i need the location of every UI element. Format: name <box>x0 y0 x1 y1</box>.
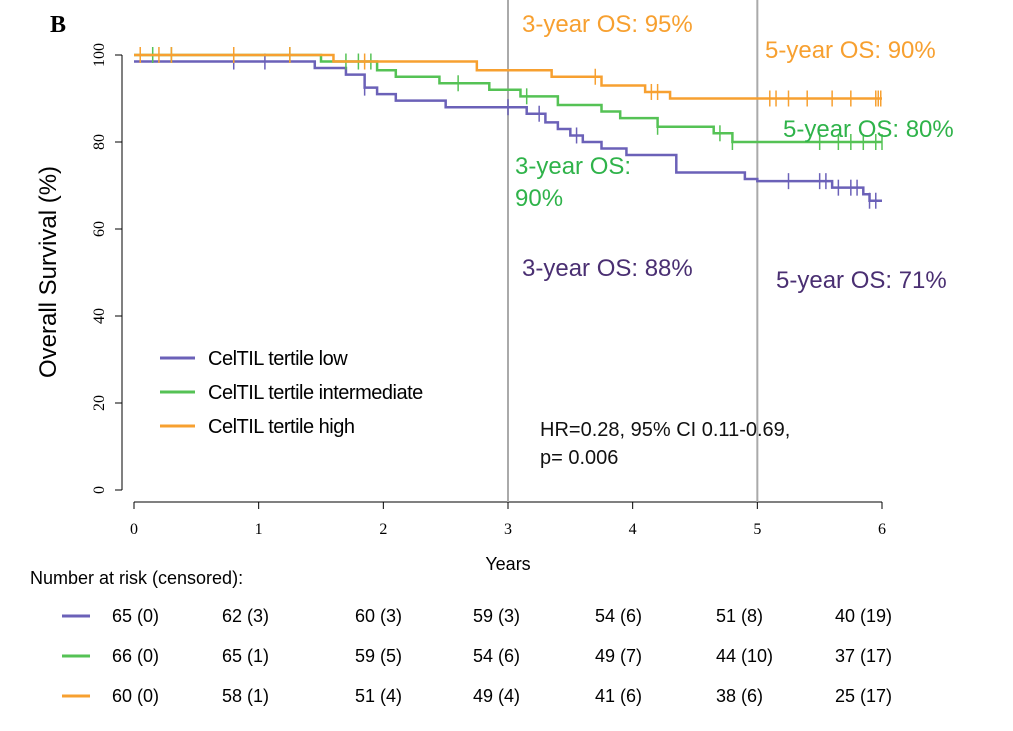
y-tick-label: 100 <box>91 43 108 67</box>
risk-table-title: Number at risk (censored): <box>30 568 243 588</box>
legend-label: CelTIL tertile low <box>208 348 348 370</box>
survival-curve <box>134 60 882 202</box>
x-tick-label: 3 <box>504 521 512 538</box>
y-tick-label: 80 <box>91 134 108 150</box>
risk-cell: 49 (7) <box>595 646 642 666</box>
risk-cell: 65 (1) <box>222 646 269 666</box>
risk-cell: 51 (8) <box>716 606 763 626</box>
risk-cell: 59 (5) <box>355 646 402 666</box>
risk-cell: 44 (10) <box>716 646 773 666</box>
annotation: 3-year OS: <box>515 153 631 180</box>
annotation: p= 0.006 <box>540 447 618 469</box>
x-tick-label: 2 <box>379 521 387 538</box>
x-tick-label: 5 <box>753 521 761 538</box>
risk-cell: 66 (0) <box>112 646 159 666</box>
annotation: 5-year OS: 90% <box>765 37 936 64</box>
x-tick-label: 0 <box>130 521 138 538</box>
y-tick-label: 60 <box>91 221 108 237</box>
x-tick-label: 4 <box>629 521 637 538</box>
x-tick-label: 6 <box>878 521 886 538</box>
y-tick-label: 40 <box>91 308 108 324</box>
risk-cell: 37 (17) <box>835 646 892 666</box>
risk-cell: 60 (3) <box>355 606 402 626</box>
legend-label: CelTIL tertile high <box>208 416 355 438</box>
risk-cell: 59 (3) <box>473 606 520 626</box>
y-tick-label: 0 <box>91 486 108 494</box>
risk-cell: 60 (0) <box>112 686 159 706</box>
x-axis-label: Years <box>485 554 530 574</box>
annotation: HR=0.28, 95% CI 0.11-0.69, <box>540 419 790 441</box>
annotation: 3-year OS: 95% <box>522 11 693 38</box>
risk-cell: 49 (4) <box>473 686 520 706</box>
legend-label: CelTIL tertile intermediate <box>208 382 423 404</box>
risk-cell: 25 (17) <box>835 686 892 706</box>
risk-cell: 41 (6) <box>595 686 642 706</box>
annotation: 3-year OS: 88% <box>522 255 693 282</box>
risk-cell: 65 (0) <box>112 606 159 626</box>
risk-cell: 40 (19) <box>835 606 892 626</box>
risk-cell: 62 (3) <box>222 606 269 626</box>
y-axis-label: Overall Survival (%) <box>35 166 62 378</box>
annotation: 90% <box>515 185 563 212</box>
annotation: 5-year OS: 80% <box>783 116 954 143</box>
annotation: 5-year OS: 71% <box>776 267 947 294</box>
x-tick-label: 1 <box>255 521 263 538</box>
survival-curve <box>134 53 882 144</box>
y-tick-label: 20 <box>91 395 108 411</box>
risk-cell: 54 (6) <box>473 646 520 666</box>
survival-curve <box>134 53 882 100</box>
panel-label: B <box>50 12 66 38</box>
risk-cell: 58 (1) <box>222 686 269 706</box>
risk-cell: 38 (6) <box>716 686 763 706</box>
risk-cell: 54 (6) <box>595 606 642 626</box>
risk-cell: 51 (4) <box>355 686 402 706</box>
